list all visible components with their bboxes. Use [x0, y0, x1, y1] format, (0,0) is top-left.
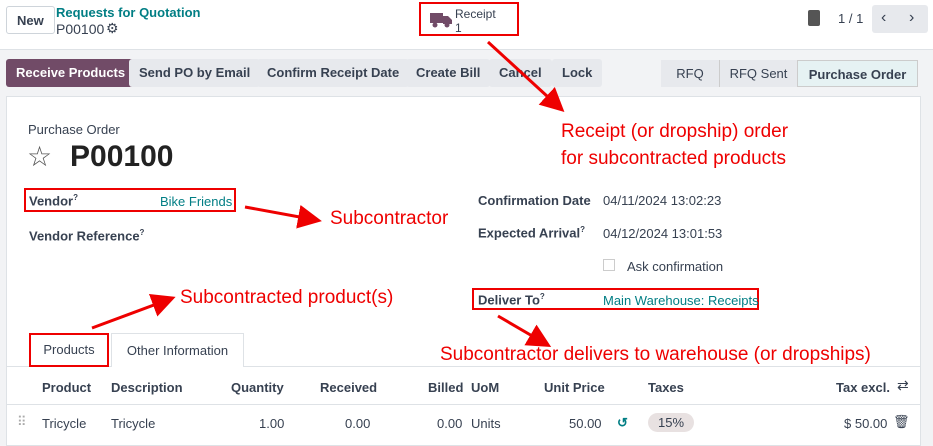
col-product: Product: [42, 380, 92, 395]
arrow-receipt: [486, 40, 565, 113]
col-received: Received: [320, 380, 378, 395]
trash-icon[interactable]: 🗑: [893, 414, 910, 429]
annotation-subcontractor: Subcontractor: [330, 208, 449, 229]
col-unit-price: Unit Price: [544, 380, 605, 395]
cancel-button[interactable]: Cancel: [489, 59, 552, 87]
status-purchase-order[interactable]: Purchase Order: [797, 60, 918, 87]
previous-icon[interactable]: ‹: [881, 9, 887, 26]
col-quantity: Quantity: [231, 380, 284, 395]
tab-other-information[interactable]: Other Information: [111, 333, 244, 367]
deliver-to-highlight: [472, 288, 759, 310]
receipt-label: Receipt: [455, 7, 496, 21]
cell-subtotal: $ 50.00: [844, 416, 888, 431]
record-name: P00100: [56, 21, 105, 37]
arrow-product: [91, 294, 176, 330]
annotation-receipt-2: for subcontracted products: [561, 148, 786, 169]
tab-products[interactable]: Products: [29, 333, 109, 367]
receipt-count: 1: [455, 21, 462, 35]
receive-products-button[interactable]: Receive Products: [6, 59, 136, 87]
arrow-subcontractor: [244, 204, 322, 229]
star-icon[interactable]: ☆: [27, 141, 53, 172]
expected-arrival-label: Expected Arrival?: [478, 225, 586, 241]
annotation-receipt: Receipt (or dropship) order: [561, 121, 789, 142]
col-description: Description: [111, 380, 183, 395]
cell-product[interactable]: Tricycle: [42, 416, 87, 431]
page-title: P00100: [70, 140, 174, 173]
vendor-reference-label: Vendor Reference?: [29, 228, 145, 244]
annotation-deliver: Subcontractor delivers to warehouse (or …: [440, 344, 871, 365]
drag-handle-icon[interactable]: ⠿: [17, 414, 27, 429]
truck-icon: [430, 13, 452, 28]
confirm-receipt-date-button[interactable]: Confirm Receipt Date: [257, 59, 410, 87]
new-button[interactable]: New: [6, 6, 55, 34]
receipt-smart-button[interactable]: Receipt 1: [419, 2, 519, 36]
vendor-highlight: [24, 188, 236, 212]
table-header-divider: [6, 404, 921, 405]
col-uom: UoM: [471, 380, 500, 395]
optional-columns-icon[interactable]: ⇄: [897, 377, 909, 393]
tax-badge[interactable]: 15%: [648, 413, 695, 432]
tabs-divider: [6, 366, 921, 367]
pager-value[interactable]: 1 / 1: [838, 11, 864, 26]
cell-billed[interactable]: 0.00: [437, 416, 463, 431]
deliver-to-field[interactable]: Main Warehouse: Receipts: [603, 293, 759, 308]
col-billed: Billed: [428, 380, 464, 395]
reset-price-icon[interactable]: ↺: [617, 415, 628, 430]
cell-unit-price[interactable]: 50.00: [569, 416, 602, 431]
lock-button[interactable]: Lock: [552, 59, 603, 87]
form-type-label: Purchase Order: [28, 122, 120, 137]
send-po-email-button[interactable]: Send PO by Email: [129, 59, 261, 87]
expected-arrival-value[interactable]: 04/12/2024 13:01:53: [603, 226, 723, 241]
col-taxes: Taxes: [648, 380, 684, 395]
cell-uom[interactable]: Units: [471, 416, 501, 431]
cell-description[interactable]: Tricycle: [111, 416, 156, 431]
attachment-icon[interactable]: [808, 10, 820, 26]
ask-confirmation-checkbox[interactable]: [603, 259, 615, 271]
form-sheet: [6, 96, 921, 446]
gear-icon[interactable]: ⚙: [106, 20, 119, 36]
status-rfq-sent[interactable]: RFQ Sent: [719, 60, 797, 87]
arrow-deliver: [497, 314, 552, 348]
cell-received[interactable]: 0.00: [345, 416, 371, 431]
confirmation-date-label: Confirmation Date: [478, 193, 591, 208]
ask-confirmation-label: Ask confirmation: [627, 259, 724, 274]
breadcrumb-parent[interactable]: Requests for Quotation: [56, 5, 201, 20]
vendor-field[interactable]: Bike Friends: [160, 194, 233, 209]
col-tax-excl: Tax excl.: [836, 380, 890, 395]
create-bill-button[interactable]: Create Bill: [406, 59, 491, 87]
pager-nav: ‹ ›: [872, 5, 928, 33]
deliver-to-label: Deliver To?: [478, 292, 545, 308]
cell-quantity[interactable]: 1.00: [259, 416, 285, 431]
next-icon[interactable]: ›: [909, 9, 915, 26]
confirmation-date-value[interactable]: 04/11/2024 13:02:23: [603, 193, 722, 208]
annotation-product: Subcontracted product(s): [180, 287, 394, 308]
vendor-label: Vendor?: [29, 193, 78, 209]
status-rfq[interactable]: RFQ: [661, 60, 719, 87]
